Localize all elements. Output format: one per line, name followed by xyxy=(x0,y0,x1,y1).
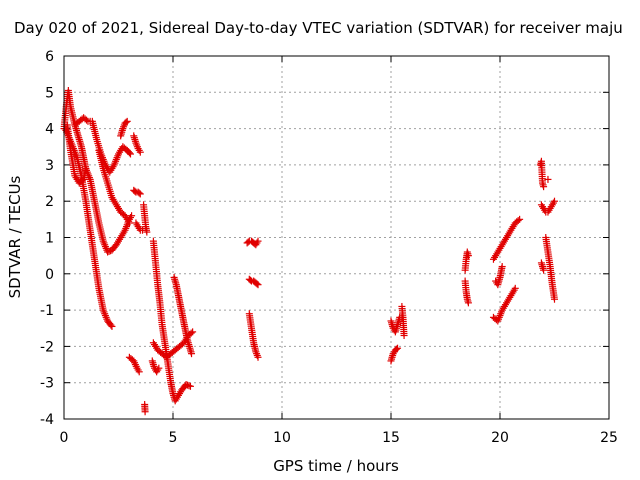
x-axis-label: GPS time / hours xyxy=(273,457,399,475)
y-tick-label: 6 xyxy=(45,49,54,65)
data-point xyxy=(511,284,519,292)
data-point xyxy=(498,263,506,271)
data-point xyxy=(464,252,472,260)
data-point xyxy=(187,329,195,337)
data-point xyxy=(188,350,196,358)
data-point xyxy=(141,408,149,416)
data-point xyxy=(136,190,144,198)
data-point xyxy=(516,215,524,223)
data-point xyxy=(392,345,400,353)
y-tick-label: 5 xyxy=(45,85,54,101)
grid-lines xyxy=(64,56,609,419)
y-tick-label: -4 xyxy=(40,412,54,428)
data-point xyxy=(540,266,548,274)
data-point xyxy=(126,150,134,158)
data-point xyxy=(186,382,194,390)
data-point xyxy=(246,276,254,284)
y-tick-label: 2 xyxy=(45,194,54,210)
x-tick-label: 10 xyxy=(273,430,291,446)
y-tick-label: -1 xyxy=(40,303,54,319)
y-tick-label: 0 xyxy=(45,267,54,283)
x-tick-label: 15 xyxy=(382,430,400,446)
data-point xyxy=(254,281,262,289)
data-point xyxy=(131,187,139,195)
data-point xyxy=(108,322,116,330)
data-point xyxy=(135,368,143,376)
y-tick-label: -2 xyxy=(40,339,54,355)
data-point xyxy=(254,353,262,361)
data-point xyxy=(122,118,130,126)
data-point xyxy=(123,117,131,125)
x-tick-label: 5 xyxy=(169,430,178,446)
data-point xyxy=(544,175,552,183)
data-point xyxy=(254,237,262,245)
data-point xyxy=(189,328,197,336)
plot-frame xyxy=(63,55,610,420)
data-point xyxy=(551,197,558,205)
data-point xyxy=(83,116,91,124)
data-point xyxy=(253,350,261,358)
data-point xyxy=(514,217,522,225)
data-point xyxy=(143,228,151,236)
data-point xyxy=(135,189,143,197)
data-point xyxy=(128,212,136,220)
data-points xyxy=(60,86,558,416)
x-tick-label: 0 xyxy=(60,430,69,446)
data-point xyxy=(253,280,261,288)
data-point xyxy=(125,219,133,227)
data-point xyxy=(185,382,193,390)
y-tick-label: 4 xyxy=(45,122,54,138)
data-point xyxy=(464,299,472,307)
y-tick-label: 3 xyxy=(45,158,54,174)
data-point xyxy=(155,364,163,372)
y-tick-label: 1 xyxy=(45,231,54,247)
x-tick-label: 20 xyxy=(491,430,509,446)
y-axis-label: SDTVAR / TECUs xyxy=(6,175,24,298)
axis-ticks: 0 5 10 15 20 25 -4 -3 -2 -1 0 1 2 3 4 5 6 xyxy=(40,49,618,446)
x-tick-label: 25 xyxy=(600,430,618,446)
data-point xyxy=(394,344,402,352)
data-point xyxy=(107,321,115,329)
chart-title: Day 020 of 2021, Sidereal Day-to-day VTE… xyxy=(14,19,623,37)
data-point xyxy=(551,295,558,303)
data-point xyxy=(400,332,408,340)
data-point xyxy=(540,183,548,191)
data-point xyxy=(125,149,133,157)
data-point xyxy=(136,148,144,156)
y-tick-label: -3 xyxy=(40,376,54,392)
